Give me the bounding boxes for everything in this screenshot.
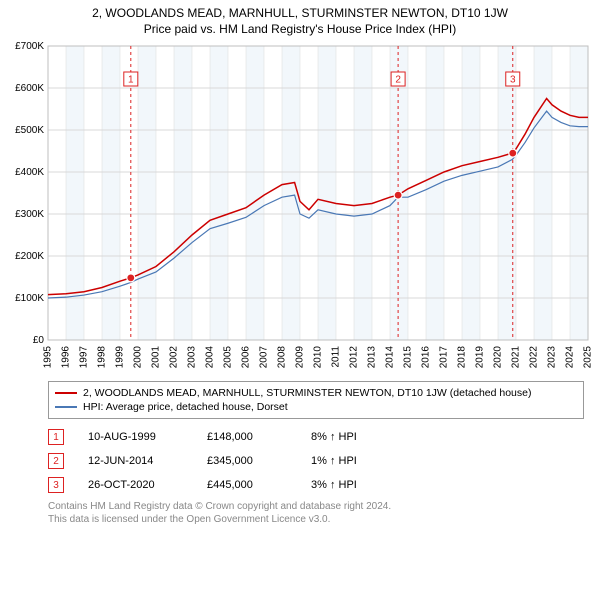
marker-date: 10-AUG-1999 <box>88 431 183 443</box>
svg-text:1996: 1996 <box>61 346 72 369</box>
svg-text:2022: 2022 <box>529 346 540 369</box>
price-marker-dot <box>509 149 517 157</box>
marker-price: £148,000 <box>207 431 287 443</box>
svg-text:2006: 2006 <box>241 346 252 369</box>
footnote-line-1: Contains HM Land Registry data © Crown c… <box>48 501 584 514</box>
footnote-line-2: This data is licensed under the Open Gov… <box>48 514 584 527</box>
price-marker-dot <box>127 274 135 282</box>
svg-text:2005: 2005 <box>223 346 234 369</box>
svg-text:2011: 2011 <box>331 346 342 368</box>
markers-table: 1 10-AUG-1999 £148,000 8% ↑ HPI 2 12-JUN-2014… <box>48 425 584 497</box>
marker-badge: 1 <box>48 429 64 445</box>
svg-text:£200K: £200K <box>15 251 44 262</box>
svg-text:£400K: £400K <box>15 167 44 178</box>
marker-row: 1 10-AUG-1999 £148,000 8% ↑ HPI <box>48 425 584 449</box>
svg-text:1997: 1997 <box>79 346 90 369</box>
svg-text:2025: 2025 <box>583 346 592 369</box>
svg-text:£100K: £100K <box>15 293 44 304</box>
svg-text:1998: 1998 <box>97 346 108 369</box>
svg-text:3: 3 <box>510 75 516 86</box>
svg-text:2019: 2019 <box>475 346 486 369</box>
svg-text:2003: 2003 <box>187 346 198 369</box>
svg-text:2014: 2014 <box>385 346 396 369</box>
legend-swatch <box>55 406 77 408</box>
svg-text:2010: 2010 <box>313 346 324 369</box>
marker-diff: 1% ↑ HPI <box>311 455 411 467</box>
footnote: Contains HM Land Registry data © Crown c… <box>48 501 584 526</box>
svg-text:2013: 2013 <box>367 346 378 369</box>
line-chart-svg: £0 £100K £200K £300K £400K £500K £600K £700K 199… <box>8 40 592 370</box>
marker-price: £445,000 <box>207 479 287 491</box>
svg-text:2017: 2017 <box>439 346 450 369</box>
legend-row: HPI: Average price, detached house, Dors… <box>55 400 577 414</box>
svg-text:2004: 2004 <box>205 346 216 369</box>
svg-text:1999: 1999 <box>115 346 126 369</box>
legend-label: HPI: Average price, detached house, Dors… <box>83 401 288 413</box>
title-line-1: 2, WOODLANDS MEAD, MARNHULL, STURMINSTER… <box>8 6 592 20</box>
marker-date: 26-OCT-2020 <box>88 479 183 491</box>
svg-text:2021: 2021 <box>511 346 522 369</box>
svg-text:2020: 2020 <box>493 346 504 369</box>
price-marker-dot <box>394 191 402 199</box>
marker-diff: 3% ↑ HPI <box>311 479 411 491</box>
svg-text:£300K: £300K <box>15 209 44 220</box>
svg-text:2015: 2015 <box>403 346 414 369</box>
marker-row: 2 12-JUN-2014 £345,000 1% ↑ HPI <box>48 449 584 473</box>
marker-price: £345,000 <box>207 455 287 467</box>
chart-container: 2, WOODLANDS MEAD, MARNHULL, STURMINSTER… <box>0 0 600 532</box>
marker-row: 3 26-OCT-2020 £445,000 3% ↑ HPI <box>48 473 584 497</box>
title-block: 2, WOODLANDS MEAD, MARNHULL, STURMINSTER… <box>8 6 592 36</box>
svg-text:£700K: £700K <box>15 41 44 52</box>
svg-text:£500K: £500K <box>15 125 44 136</box>
marker-badge: 3 <box>48 477 64 493</box>
svg-text:1995: 1995 <box>43 346 54 369</box>
marker-diff: 8% ↑ HPI <box>311 431 411 443</box>
svg-text:2: 2 <box>395 75 401 86</box>
title-line-2: Price paid vs. HM Land Registry's House … <box>8 22 592 36</box>
legend-label: 2, WOODLANDS MEAD, MARNHULL, STURMINSTER… <box>83 387 532 399</box>
marker-date: 12-JUN-2014 <box>88 455 183 467</box>
svg-text:2002: 2002 <box>169 346 180 369</box>
svg-text:2009: 2009 <box>295 346 306 369</box>
legend: 2, WOODLANDS MEAD, MARNHULL, STURMINSTER… <box>48 381 584 419</box>
chart-area: £0 £100K £200K £300K £400K £500K £600K £700K 199… <box>8 40 592 375</box>
svg-text:£0: £0 <box>33 335 45 346</box>
svg-text:2024: 2024 <box>565 346 576 369</box>
legend-row: 2, WOODLANDS MEAD, MARNHULL, STURMINSTER… <box>55 386 577 400</box>
svg-text:2012: 2012 <box>349 346 360 369</box>
svg-text:2023: 2023 <box>547 346 558 369</box>
marker-badge: 2 <box>48 453 64 469</box>
svg-text:£600K: £600K <box>15 83 44 94</box>
svg-text:1: 1 <box>128 75 134 86</box>
svg-text:2000: 2000 <box>133 346 144 369</box>
legend-swatch <box>55 392 77 394</box>
svg-text:2016: 2016 <box>421 346 432 369</box>
svg-text:2007: 2007 <box>259 346 270 369</box>
svg-text:2018: 2018 <box>457 346 468 369</box>
svg-text:2001: 2001 <box>151 346 162 369</box>
svg-text:2008: 2008 <box>277 346 288 369</box>
